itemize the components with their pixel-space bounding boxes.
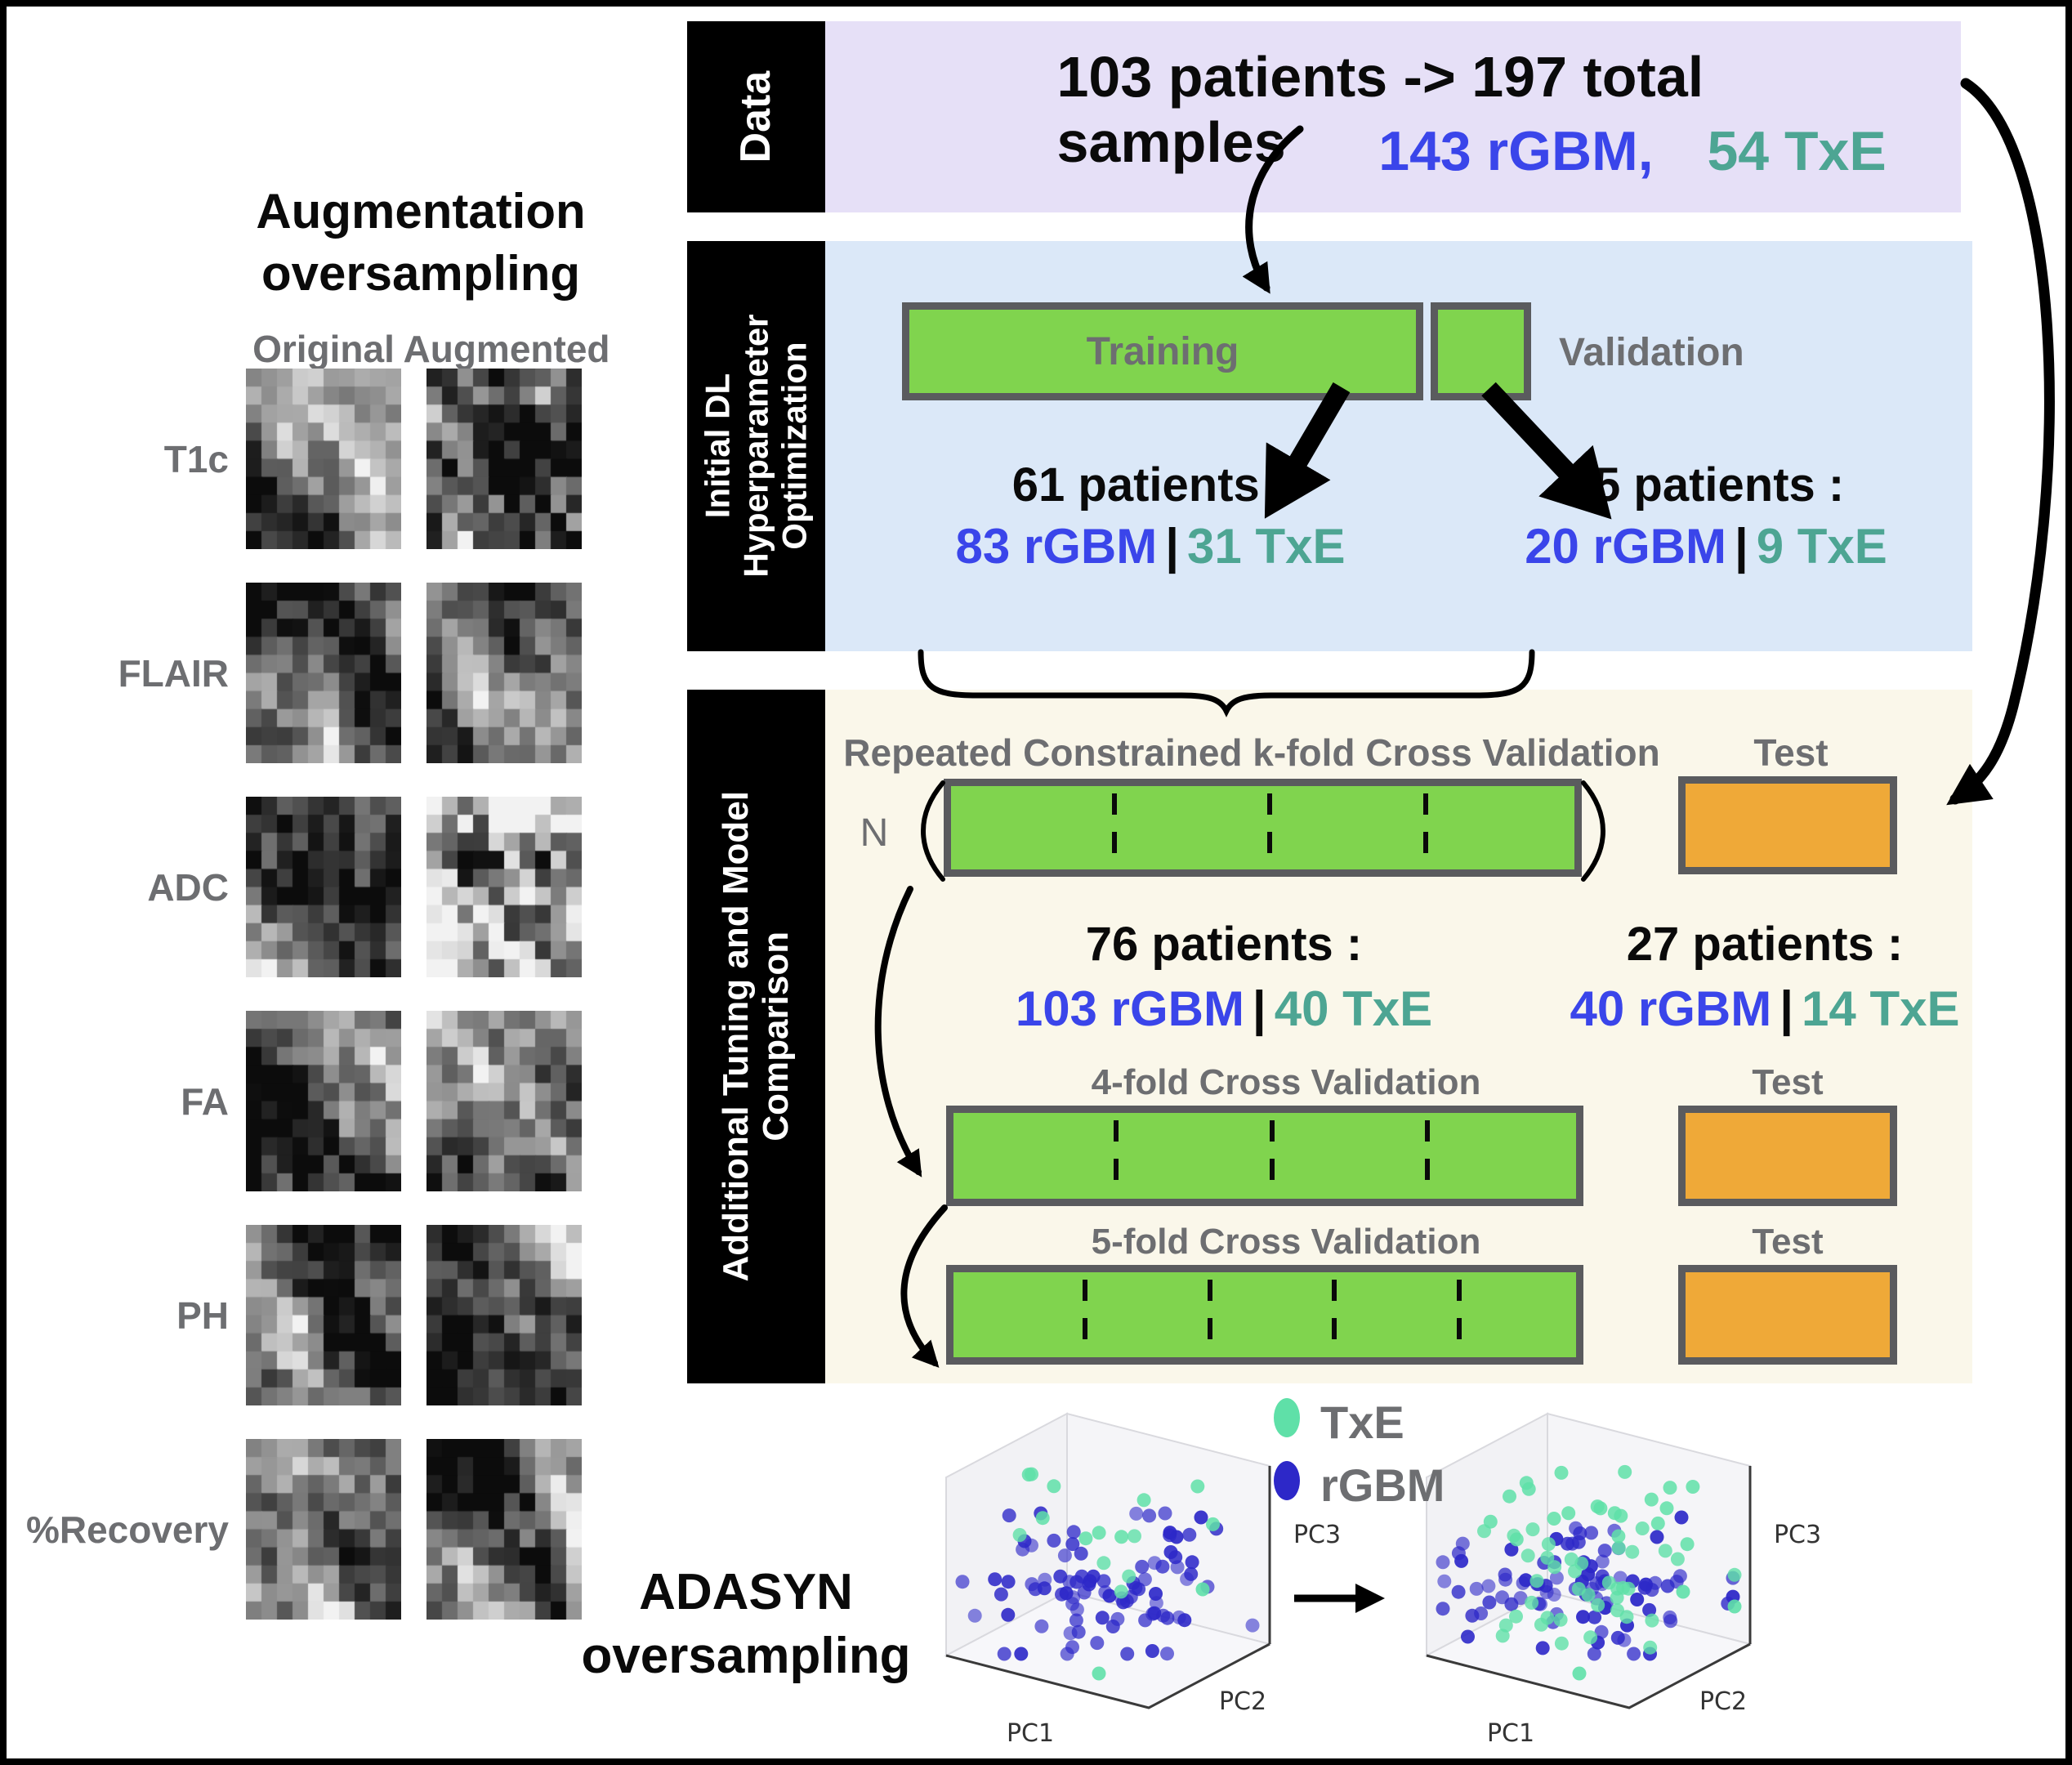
train-txe: 31 TxE (1187, 519, 1346, 574)
sidebar-data: Data (687, 21, 825, 212)
test-box-1 (1678, 776, 1897, 874)
fold4-title: 4-fold Cross Validation (1091, 1062, 1481, 1102)
patch-ph-augmented (426, 1225, 582, 1405)
test-box-3 (1678, 1265, 1897, 1365)
sidebar-hyperparam: Initial DL Hyperparameter Optimization (687, 241, 825, 651)
augmentation-title-line1: Augmentation (256, 184, 586, 239)
data-rgbm-count: 143 rGBM, (1378, 120, 1654, 182)
holdout-separator: | (1780, 981, 1794, 1036)
holdout-txe: 14 TxE (1802, 981, 1960, 1036)
cv-patients: 76 patients : (1085, 918, 1363, 971)
adasyn-title-line1: ADASYN (639, 1564, 853, 1620)
legend-dot-txe (1274, 1398, 1300, 1437)
axis-label-pc1-after: PC1 (1486, 1719, 1535, 1748)
fold-divider (1083, 1280, 1087, 1350)
patch-t1c-original (246, 369, 401, 549)
patch-flair-original (246, 583, 401, 763)
validation-box (1431, 302, 1531, 400)
n-repeats-label: N (860, 811, 889, 855)
val-class-counts: 20 rGBM | 9 TxE (1525, 518, 1887, 574)
patch-flair-augmented (426, 583, 582, 763)
fold-divider (1267, 793, 1272, 862)
fold-divider (1112, 793, 1117, 862)
axis-label-pc2-after: PC2 (1699, 1687, 1748, 1716)
legend-label-txe: TxE (1320, 1396, 1404, 1448)
val-patients: 15 patients : (1567, 458, 1845, 512)
train-patients: 61 patients : (1011, 458, 1289, 512)
val-rgbm: 20 rGBM (1525, 519, 1726, 574)
patch-recovery-augmented (426, 1439, 582, 1620)
row-label-fa: FA (181, 1079, 229, 1123)
val-separator: | (1734, 519, 1748, 574)
patch-fa-original (246, 1011, 401, 1191)
sidebar-tuning: Additional Tuning and Model Comparison (687, 690, 825, 1383)
fold5-cv-box (946, 1265, 1583, 1365)
train-separator: | (1165, 519, 1180, 574)
data-txe-count: 54 TxE (1707, 120, 1887, 182)
fold-divider (1457, 1280, 1462, 1350)
holdout-rgbm: 40 rGBM (1570, 981, 1772, 1036)
validation-label: Validation (1559, 331, 1744, 374)
row-label-recovery: %Recovery (25, 1508, 229, 1551)
training-label: Training (1086, 329, 1239, 373)
fold5-title: 5-fold Cross Validation (1091, 1222, 1481, 1262)
fold-divider (1332, 1280, 1337, 1350)
val-txe: 9 TxE (1756, 519, 1887, 574)
holdout-patients: 27 patients : (1626, 918, 1904, 971)
train-rgbm: 83 rGBM (955, 519, 1158, 574)
fold4-cv-box (946, 1106, 1583, 1206)
axis-label-pc1-before: PC1 (1006, 1719, 1055, 1748)
patch-recovery-original (246, 1439, 401, 1620)
fold-divider (1208, 1280, 1212, 1350)
test-label-1: Test (1753, 731, 1829, 774)
fold-divider (1270, 1120, 1275, 1191)
adasyn-title-line2: oversampling (581, 1628, 911, 1684)
patch-t1c-augmented (426, 369, 582, 549)
legend-label-rgbm: rGBM (1320, 1459, 1445, 1511)
legend-dot-rgbm (1274, 1461, 1300, 1500)
axis-label-pc3-after: PC3 (1773, 1521, 1822, 1549)
cv-rgbm: 103 rGBM (1015, 981, 1244, 1036)
cv-class-counts: 103 rGBM | 40 TxE (1016, 981, 1432, 1037)
scatter-points-after (1436, 1464, 1742, 1681)
holdout-class-counts: 40 rGBM | 14 TxE (1570, 981, 1960, 1037)
patch-adc-original (246, 797, 401, 977)
augmentation-title-line2: oversampling (261, 246, 581, 301)
cv-separator: | (1252, 981, 1266, 1036)
patch-adc-augmented (426, 797, 582, 977)
row-label-flair: FLAIR (118, 651, 229, 695)
patch-fa-augmented (426, 1011, 582, 1191)
row-label-ph: PH (176, 1294, 229, 1337)
patch-ph-original (246, 1225, 401, 1405)
kfold-cv-box (944, 779, 1582, 877)
scatter-points-before (955, 1467, 1260, 1681)
fold-divider (1114, 1120, 1119, 1191)
axis-label-pc2-before: PC2 (1218, 1687, 1267, 1716)
test-box-2 (1678, 1106, 1897, 1206)
cv-txe: 40 TxE (1274, 981, 1433, 1036)
data-panel (825, 21, 1961, 212)
axis-label-pc3-before: PC3 (1293, 1521, 1342, 1549)
train-class-counts: 83 rGBM | 31 TxE (956, 518, 1346, 574)
column-header-original: Original (252, 328, 395, 370)
row-label-t1c: T1c (163, 437, 229, 480)
test-label-2: Test (1752, 1062, 1824, 1102)
fold-divider (1425, 1120, 1430, 1191)
row-label-adc: ADC (147, 865, 229, 909)
fold-divider (1423, 793, 1428, 862)
test-label-3: Test (1752, 1222, 1824, 1262)
column-header-augmented: Augmented (403, 328, 610, 370)
adasyn-scatter-layer (944, 1412, 1753, 1709)
data-class-counts: 143 rGBM, 54 TxE (1378, 119, 1886, 183)
cv-title: Repeated Constrained k-fold Cross Valida… (843, 731, 1660, 774)
